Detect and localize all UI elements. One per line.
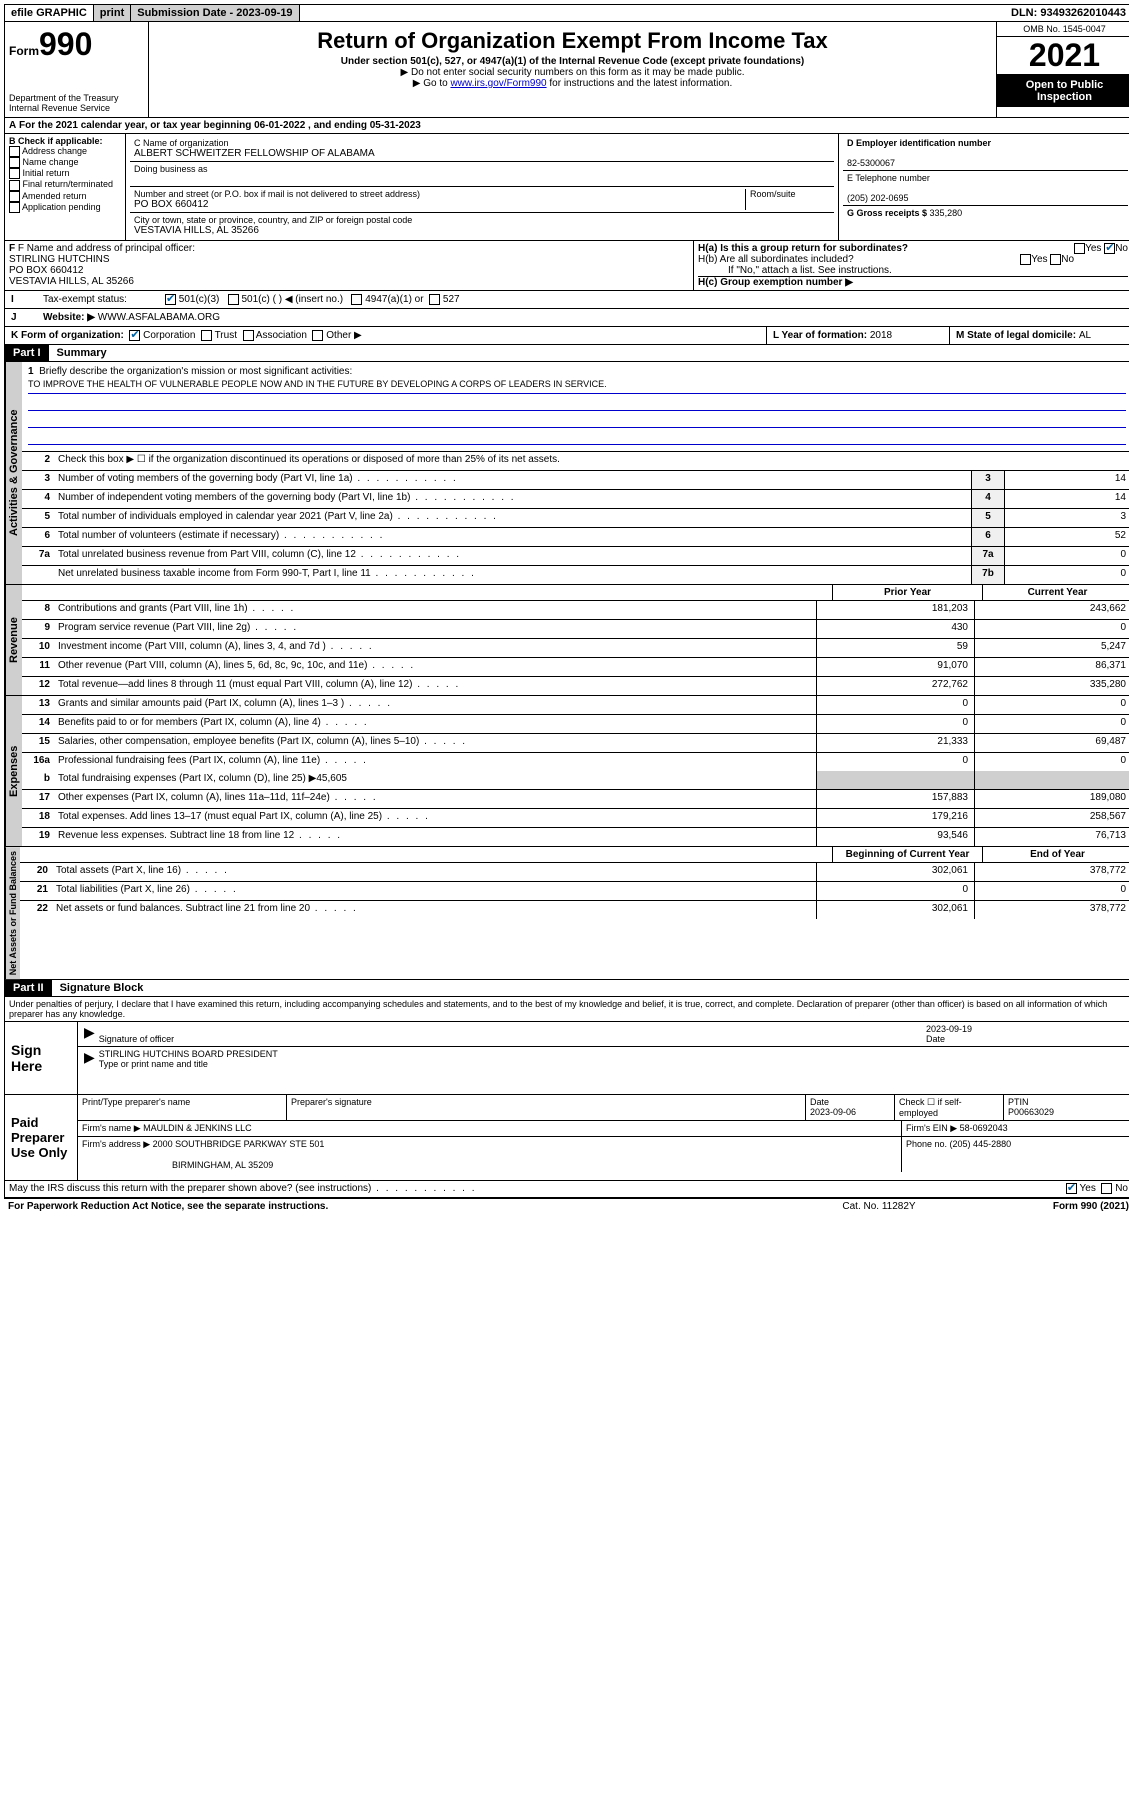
submission-date: Submission Date - 2023-09-19 — [131, 5, 299, 21]
table-row: 11Other revenue (Part VIII, column (A), … — [22, 658, 1129, 677]
revenue-block: Revenue Prior YearCurrent Year 8Contribu… — [4, 585, 1129, 696]
table-row: 9Program service revenue (Part VIII, lin… — [22, 620, 1129, 639]
irs-link[interactable]: www.irs.gov/Form990 — [450, 78, 546, 89]
header-left: Form990 Department of the Treasury Inter… — [5, 22, 149, 117]
form-org-row: K Form of organization: Corporation Trus… — [4, 327, 1129, 345]
header-mid: Return of Organization Exempt From Incom… — [149, 22, 996, 117]
table-row: 16aProfessional fundraising fees (Part I… — [22, 753, 1129, 771]
table-row: 22Net assets or fund balances. Subtract … — [20, 901, 1129, 919]
table-row: 4Number of independent voting members of… — [22, 490, 1129, 509]
table-row: 6Total number of volunteers (estimate if… — [22, 528, 1129, 547]
expenses-block: Expenses 13Grants and similar amounts pa… — [4, 696, 1129, 847]
table-row: Net unrelated business taxable income fr… — [22, 566, 1129, 584]
perjury-decl: Under penalties of perjury, I declare th… — [4, 997, 1129, 1022]
website-row: J Website: ▶ WWW.ASFALABAMA.ORG — [4, 309, 1129, 327]
tax-status-row: I Tax-exempt status: 501(c)(3) 501(c) ( … — [4, 291, 1129, 309]
table-row: 7aTotal unrelated business revenue from … — [22, 547, 1129, 566]
table-row: 14Benefits paid to or for members (Part … — [22, 715, 1129, 734]
governance-block: Activities & Governance 1 Briefly descri… — [4, 362, 1129, 585]
part1-header: Part I Summary — [4, 345, 1129, 362]
table-row: 17Other expenses (Part IX, column (A), l… — [22, 790, 1129, 809]
table-row: 8Contributions and grants (Part VIII, li… — [22, 601, 1129, 620]
print-button[interactable]: print — [94, 5, 131, 21]
form-header: Form990 Department of the Treasury Inter… — [4, 22, 1129, 118]
sign-here-block: Sign Here ▶ Signature of officer 2023-09… — [4, 1022, 1129, 1095]
table-row: 3Number of voting members of the governi… — [22, 471, 1129, 490]
table-row: 5Total number of individuals employed in… — [22, 509, 1129, 528]
table-row: 21Total liabilities (Part X, line 26)00 — [20, 882, 1129, 901]
part2-header: Part II Signature Block — [4, 980, 1129, 997]
table-row: 20Total assets (Part X, line 16)302,0613… — [20, 863, 1129, 882]
right-info-col: D Employer identification number82-53000… — [838, 134, 1129, 240]
dept-label: Department of the Treasury Internal Reve… — [9, 93, 144, 113]
net-assets-block: Net Assets or Fund Balances Beginning of… — [4, 847, 1129, 980]
discuss-row: May the IRS discuss this return with the… — [4, 1181, 1129, 1197]
header-right: OMB No. 1545-0047 2021 Open to Public In… — [996, 22, 1129, 117]
top-bar: efile GRAPHIC print Submission Date - 20… — [4, 4, 1129, 22]
officer-row: F F Name and address of principal office… — [4, 241, 1129, 291]
table-row: 15Salaries, other compensation, employee… — [22, 734, 1129, 753]
paid-preparer-block: Paid Preparer Use Only Print/Type prepar… — [4, 1095, 1129, 1181]
section-c: C Name of organizationALBERT SCHWEITZER … — [126, 134, 838, 240]
table-row: 12Total revenue—add lines 8 through 11 (… — [22, 677, 1129, 695]
table-row: 19Revenue less expenses. Subtract line 1… — [22, 828, 1129, 846]
form-title: Return of Organization Exempt From Incom… — [153, 28, 992, 54]
dln: DLN: 93493262010443 — [1005, 5, 1129, 21]
period-row: A For the 2021 calendar year, or tax yea… — [4, 118, 1129, 134]
table-row: 10Investment income (Part VIII, column (… — [22, 639, 1129, 658]
page-footer: For Paperwork Reduction Act Notice, see … — [4, 1198, 1129, 1214]
table-row: 13Grants and similar amounts paid (Part … — [22, 696, 1129, 715]
efile-label: efile GRAPHIC — [5, 5, 94, 21]
table-row: 18Total expenses. Add lines 13–17 (must … — [22, 809, 1129, 828]
section-b: B Check if applicable: Address change Na… — [5, 134, 126, 240]
org-info-block: B Check if applicable: Address change Na… — [4, 134, 1129, 241]
